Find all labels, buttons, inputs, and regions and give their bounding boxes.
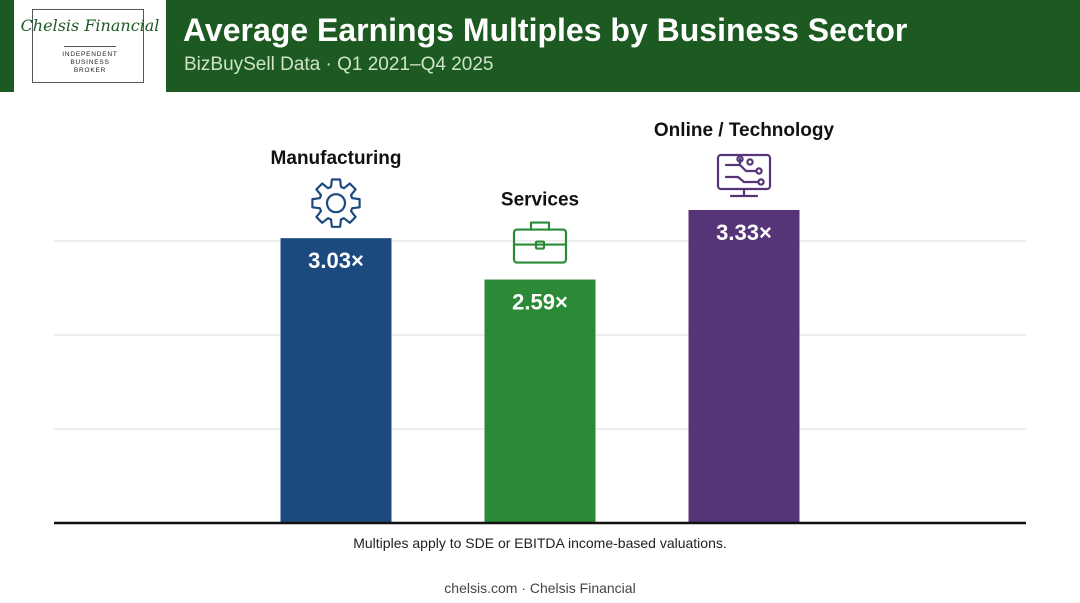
logo-divider [64, 46, 116, 47]
logo-name: Chelsis Financial [20, 16, 160, 35]
bar-3 [688, 209, 800, 523]
page-subtitle: BizBuySell Data · Q1 2021–Q4 2025 [184, 54, 494, 75]
page-title: Average Earnings Multiples by Business S… [183, 12, 908, 48]
logo: Chelsis Financial INDEPENDENT BUSINESS B… [14, 0, 166, 92]
logo-frame [32, 9, 144, 83]
briefcase-icon [512, 221, 568, 264]
monitor-circuit-icon [716, 153, 772, 198]
bar-2 [484, 279, 596, 523]
logo-tagline: INDEPENDENT BUSINESS BROKER [62, 51, 118, 74]
bar-1 [280, 238, 392, 523]
footer: chelsis.com · Chelsis Financial [444, 580, 636, 596]
bar-chart: 3.03× Manufacturing 2.59× Services 3.33× Onli… [54, 120, 1026, 525]
category-label-2: Services [501, 190, 579, 211]
value-label-3: 3.33× [716, 220, 772, 245]
value-label-2: 2.59× [512, 290, 568, 315]
value-label-1: 3.03× [308, 248, 364, 273]
category-label-1: Manufacturing [271, 148, 402, 169]
gear-icon [311, 178, 361, 228]
header-banner: Chelsis Financial INDEPENDENT BUSINESS B… [0, 0, 1080, 92]
chart-note: Multiples apply to SDE or EBITDA income-… [353, 535, 727, 551]
category-label-3: Online / Technology [654, 120, 835, 141]
